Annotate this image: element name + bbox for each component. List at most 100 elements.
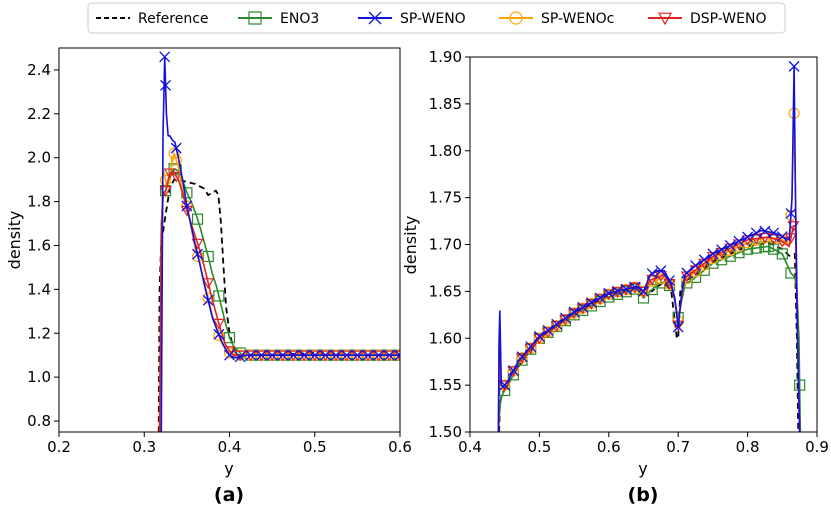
- panel-b-marker-dspweno: [767, 234, 780, 245]
- panel-a-ytick-label: 2.0: [27, 149, 51, 167]
- panel-a-marker-spweno: [383, 349, 395, 361]
- panel-b-marker-spweno: [568, 306, 580, 318]
- panel-a-marker-spweno: [277, 349, 289, 361]
- panel-a-xlabel: y: [224, 459, 233, 478]
- panel-b-label: (b): [628, 484, 659, 506]
- panel-b-marker-spweno: [612, 285, 623, 297]
- panel-b-marker-spweno: [724, 239, 736, 251]
- panel-b-line-reference: [498, 241, 800, 432]
- panel-a-series-dspweno: [158, 168, 400, 432]
- panel-a-marker-spweno: [202, 294, 214, 306]
- panel-a-frame: [58, 47, 401, 433]
- panel-b-marker-dspweno: [758, 232, 771, 244]
- panel-a-marker-spweno: [394, 349, 400, 361]
- panel-a-line-spwenoc: [158, 152, 400, 432]
- panel-b-marker-dspweno: [637, 286, 650, 298]
- panel-a-peak-marker-dspweno: [163, 168, 176, 180]
- panel-b-marker-spweno: [620, 283, 632, 295]
- panel-a-xtick-label: 0.5: [303, 438, 327, 456]
- legend-marker-eno3: [248, 11, 262, 25]
- panel-a-series-spweno: [159, 51, 400, 432]
- panel-a-marker-eno3: [202, 250, 214, 263]
- panel-b-ytick-label: 1.85: [429, 95, 462, 113]
- panel-a-line-reference: [157, 178, 400, 432]
- panel-a-marker-spwenoc: [213, 329, 225, 342]
- panel-b-marker-spweno: [655, 265, 667, 277]
- panel-b-line-spwenoc: [497, 112, 801, 432]
- panel-b-marker-spweno: [716, 244, 728, 256]
- panel-a-peak-marker-spwenoc: [168, 147, 180, 159]
- panel-a-marker-spweno: [309, 349, 321, 361]
- panel-b-marker-spweno: [733, 235, 745, 247]
- panel-a-marker-spweno: [362, 349, 374, 361]
- panel-b-marker-dspweno: [776, 237, 789, 248]
- panel-b-peak-marker-spweno: [788, 60, 800, 72]
- panel-a: 0.2 0.3 0.4 0.5 0.6 0.8 1.0 1.2 1.4 1.6 1.8 2.0 2.2 2…: [5, 47, 412, 506]
- panel-b-xtick-label: 0.8: [736, 438, 760, 456]
- panel-a-series-eno3: [158, 163, 400, 432]
- panel-b-marker-spweno: [594, 292, 606, 304]
- panel-a-ytick-label: 0.8: [27, 412, 51, 430]
- panel-b-xtick-label: 0.5: [527, 438, 551, 456]
- panel-b-marker-spweno: [525, 341, 537, 352]
- panel-a-marker-dspweno: [212, 318, 225, 330]
- panel-a-xtick-label: 0.2: [47, 438, 71, 456]
- panel-b-marker-spweno: [785, 207, 797, 219]
- panel-b-marker-spweno: [742, 231, 754, 243]
- panel-a-label: (a): [214, 484, 244, 506]
- panel-b-ytick-label: 1.55: [429, 376, 462, 394]
- panel-a-ytick-label: 1.4: [27, 280, 51, 298]
- panel-b-marker-spweno: [629, 281, 641, 293]
- legend-marker-dspweno: [657, 12, 673, 26]
- panel-b-marker-spweno: [542, 324, 554, 336]
- panel-a-ytick-label: 2.2: [27, 105, 51, 123]
- panel-a-marker-eno3: [223, 332, 236, 344]
- panel-b-marker-eno3: [733, 247, 745, 259]
- panel-a-marker-spweno: [245, 349, 257, 361]
- panel-b-xtick-label: 0.7: [666, 438, 690, 456]
- panel-a-line-spweno: [160, 55, 400, 432]
- panel-a-xtick-label: 0.6: [388, 438, 412, 456]
- panel-b-marker-spweno: [768, 227, 780, 239]
- panel-b-line-spweno: [497, 65, 801, 432]
- panel-b-xlabel: y: [638, 459, 647, 478]
- panel-b-marker-dspweno: [784, 233, 797, 245]
- panel-b-marker-dspweno: [646, 274, 659, 286]
- panel-b-marker-spweno: [499, 379, 511, 391]
- panel-b-series-reference: [498, 241, 800, 432]
- panel-b: 0.4 0.5 0.6 0.7 0.8 0.9 1.50 1.55 1.60 1.65 1.70 1.…: [401, 48, 829, 506]
- panel-b-marker-spweno: [507, 365, 519, 377]
- legend-item-dspweno: DSP-WENO: [648, 11, 766, 27]
- panel-a-marker-eno3: [213, 290, 225, 302]
- panel-b-marker-spweno: [559, 312, 571, 324]
- panel-b-ytick-label: 1.60: [429, 329, 462, 347]
- panel-b-marker-eno3: [637, 292, 650, 304]
- panel-a-ytick-label: 1.8: [27, 193, 51, 211]
- panel-b-marker-spweno: [672, 321, 684, 333]
- panel-a-marker-spweno: [181, 200, 193, 212]
- panel-b-xtick-label: 0.4: [458, 438, 482, 456]
- panel-a-ytick-label: 2.4: [27, 61, 51, 79]
- panel-a-ytick-label: 1.0: [27, 368, 51, 386]
- legend-item-reference: Reference: [96, 11, 209, 27]
- panel-b-ytick-label: 1.70: [429, 236, 462, 254]
- panel-b-marker-spweno: [681, 267, 693, 279]
- panel-b-frame: [469, 56, 818, 433]
- panel-a-marker-eno3: [191, 213, 204, 225]
- panel-b-marker-dspweno: [750, 234, 763, 245]
- panel-a-marker-spwenoc: [223, 347, 236, 359]
- panel-a-ylabel: density: [5, 211, 24, 270]
- legend-item-spwenoc: SP-WENOc: [499, 11, 614, 27]
- panel-b-marker-spweno: [516, 351, 528, 363]
- legend-label-spwenoc: SP-WENOc: [541, 11, 614, 27]
- panel-a-marker-spweno: [170, 142, 182, 154]
- legend-frame: [87, 2, 786, 34]
- panel-a-ytick-label: 1.2: [27, 324, 51, 342]
- legend-label-reference: Reference: [138, 11, 209, 27]
- panel-b-series-spweno: [497, 60, 801, 432]
- panel-b-ytick-label: 1.50: [429, 423, 462, 441]
- panel-a-xtick-label: 0.4: [218, 438, 242, 456]
- panel-b-marker-dspweno: [507, 366, 520, 378]
- panel-a-marker-spweno: [224, 349, 235, 361]
